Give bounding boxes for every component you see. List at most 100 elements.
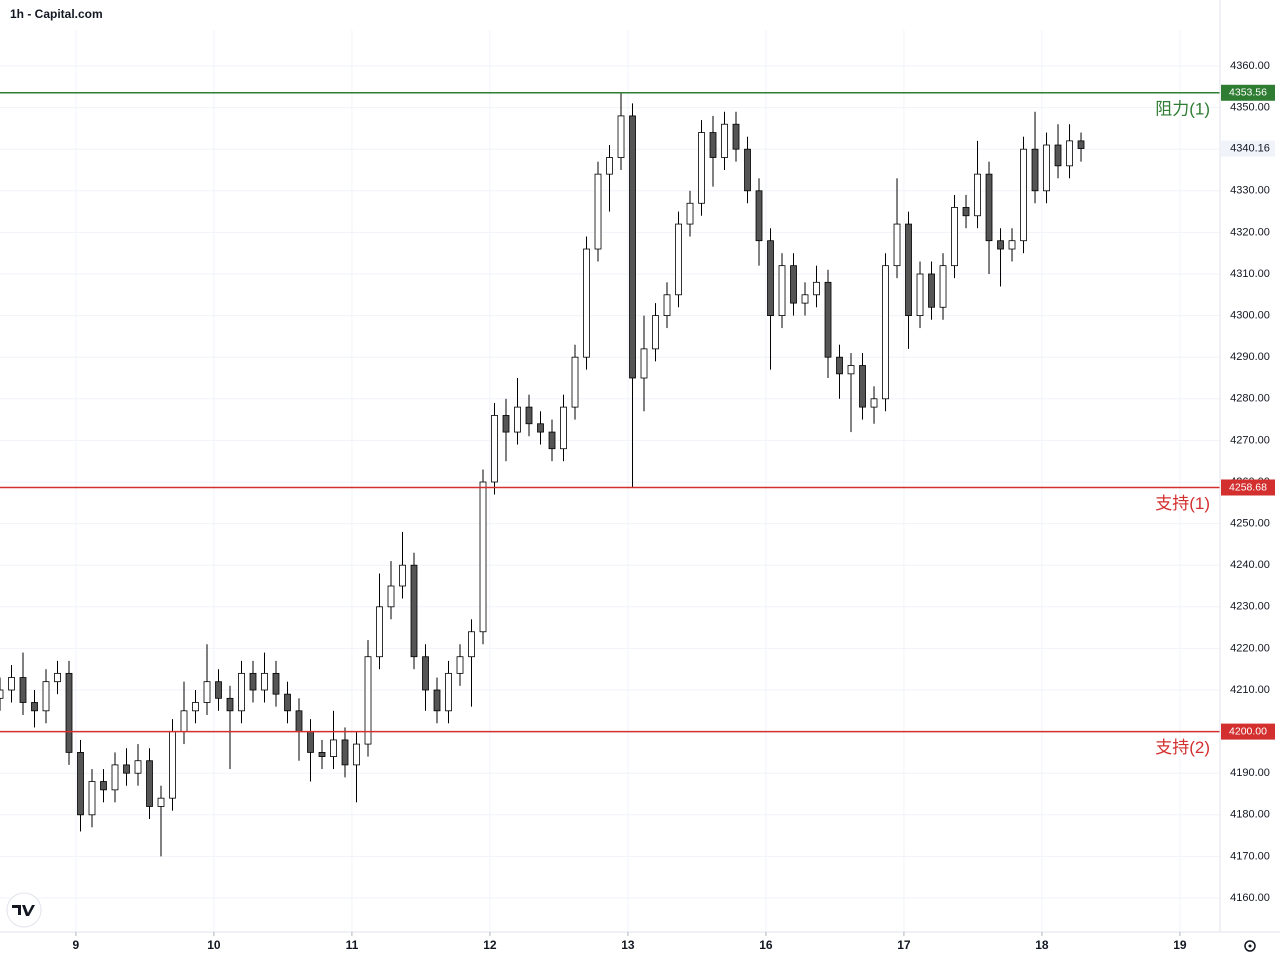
candle-body: [721, 123, 728, 158]
candle-body: [261, 672, 268, 691]
candle-body: [31, 702, 38, 712]
candle-body: [778, 265, 786, 316]
candle-body: [111, 764, 119, 791]
candle-body: [790, 265, 797, 304]
y-tick-label: 4240.00: [1230, 559, 1270, 571]
candle-body: [686, 202, 694, 225]
candle-body: [709, 132, 717, 158]
candle-body: [824, 281, 832, 358]
candle-body: [284, 693, 291, 712]
candle-body: [1008, 240, 1016, 250]
candle-body: [422, 656, 429, 691]
y-tick-label: 4180.00: [1230, 809, 1270, 821]
y-tick-label: 4320.00: [1230, 226, 1270, 238]
candle-body: [870, 398, 878, 408]
candle-body: [514, 406, 521, 433]
settings-icon[interactable]: [1244, 940, 1256, 952]
candle-body: [560, 406, 567, 450]
candle-body: [606, 157, 613, 175]
y-tick-label: 4330.00: [1230, 185, 1270, 197]
candle-body: [180, 710, 188, 733]
candle-body: [939, 265, 947, 308]
candle-body: [1077, 140, 1085, 149]
candle-body: [801, 294, 809, 304]
level-name: 支持(1): [1155, 494, 1210, 513]
candle-body: [928, 273, 935, 308]
level-badge: [1221, 84, 1275, 101]
candle-body: [744, 148, 751, 192]
y-tick-label: 4220.00: [1230, 642, 1270, 654]
candle-body: [1020, 148, 1027, 242]
candle-body: [652, 315, 659, 350]
candle-body: [77, 752, 84, 816]
candle-body: [272, 672, 280, 695]
candle-body: [629, 115, 636, 379]
candle-body: [502, 415, 510, 433]
candle-body: [238, 672, 245, 712]
candle-body: [88, 781, 96, 816]
y-tick-label: 4160.00: [1230, 892, 1270, 904]
candle-body: [755, 190, 763, 242]
x-tick-label: 19: [1173, 938, 1187, 952]
candle-body: [732, 123, 740, 150]
level-name: 支持(2): [1155, 738, 1210, 757]
candle-body: [146, 760, 153, 807]
candle-body: [295, 710, 303, 733]
candle-body: [583, 248, 590, 358]
candle-body: [525, 406, 533, 425]
candle-body: [1043, 144, 1050, 192]
x-tick-label: 12: [483, 938, 497, 952]
x-tick-label: 16: [759, 938, 773, 952]
last-price-badge: [1221, 140, 1275, 157]
candle-body: [537, 423, 544, 433]
candle-body: [318, 752, 326, 757]
candle-body: [134, 760, 142, 774]
level-badge: [1221, 479, 1275, 496]
x-tick-label: 17: [897, 938, 911, 952]
candle-body: [617, 115, 625, 158]
candle-body: [491, 415, 498, 483]
candle-body: [847, 365, 855, 375]
candle-body: [1031, 148, 1039, 192]
candle-body: [663, 294, 671, 316]
y-tick-label: 4270.00: [1230, 434, 1270, 446]
y-tick-label: 4210.00: [1230, 684, 1270, 696]
x-tick-label: 10: [207, 938, 221, 952]
candle-body: [42, 681, 50, 712]
candle-body: [698, 132, 705, 204]
candle-body: [836, 356, 843, 375]
y-tick-label: 4290.00: [1230, 351, 1270, 363]
candle-body: [468, 631, 475, 658]
candle-body: [479, 481, 487, 633]
y-tick-label: 4170.00: [1230, 850, 1270, 862]
candle-body: [859, 365, 866, 408]
candle-body: [123, 764, 130, 774]
candle-body: [353, 743, 360, 766]
candle-body: [548, 431, 556, 450]
candle-body: [456, 656, 464, 674]
last-price: 4340.16: [1230, 142, 1270, 154]
y-tick-label: 4300.00: [1230, 309, 1270, 321]
candle-body: [169, 731, 176, 799]
candle-body: [951, 207, 958, 267]
candle-body: [640, 348, 648, 379]
candle-body: [410, 564, 418, 658]
level-value: 4200.00: [1229, 725, 1267, 737]
candle-body: [19, 677, 27, 703]
x-tick-label: 11: [346, 938, 359, 952]
candle-body: [226, 697, 234, 712]
level-value: 4258.68: [1229, 481, 1267, 493]
candle-body: [1054, 144, 1062, 167]
candle-body: [307, 731, 314, 753]
candle-body: [882, 265, 889, 400]
level-value: 4353.56: [1229, 87, 1267, 99]
y-tick-label: 4250.00: [1230, 518, 1270, 530]
candle-body: [1066, 140, 1073, 167]
candle-body: [571, 356, 579, 408]
y-tick-label: 4230.00: [1230, 601, 1270, 613]
y-tick-label: 4280.00: [1230, 393, 1270, 405]
candle-body: [203, 681, 211, 703]
candle-body: [767, 240, 774, 316]
y-tick-label: 4310.00: [1230, 268, 1270, 280]
